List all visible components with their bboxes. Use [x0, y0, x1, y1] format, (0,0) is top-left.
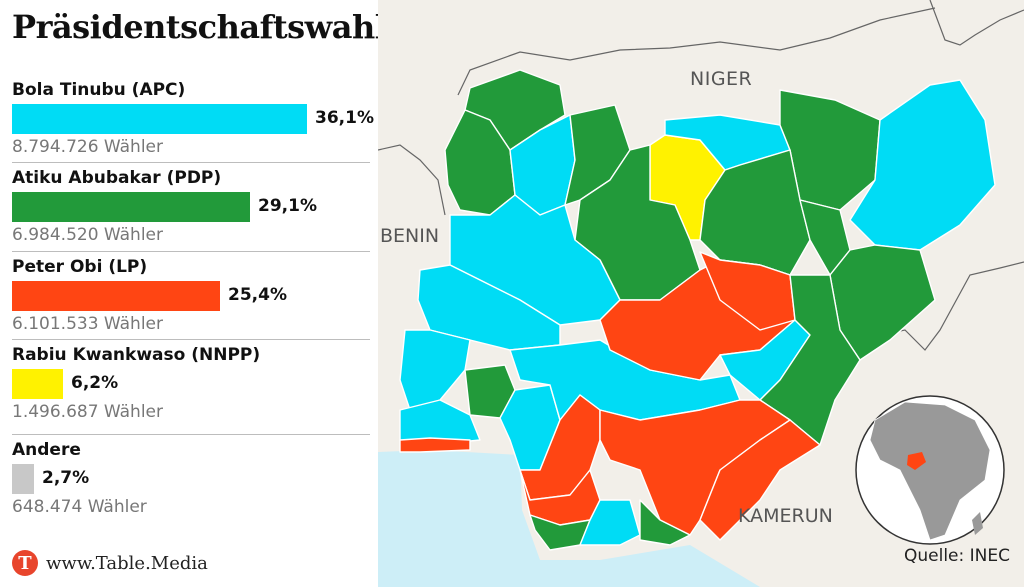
candidate-votes: 8.794.726 Wähler: [12, 137, 164, 157]
candidate-name: Peter Obi (LP): [12, 257, 148, 277]
legend-separator: [12, 434, 370, 435]
candidate-votes: 6.984.520 Wähler: [12, 225, 164, 245]
legend-separator: [12, 339, 370, 340]
candidate-bar: [12, 104, 307, 134]
candidate-bar: [12, 369, 63, 399]
candidate-bar: [12, 281, 220, 311]
table-media-logo: T: [12, 550, 38, 576]
candidate-percent: 25,4%: [228, 285, 287, 305]
label-kamerun: KAMERUN: [738, 505, 833, 527]
state-borno: [849, 79, 996, 251]
candidate-bar: [12, 464, 34, 494]
candidate-name: Andere: [12, 440, 81, 460]
source-note: Quelle: INEC: [904, 546, 1010, 566]
candidate-votes: 1.496.687 Wähler: [12, 402, 164, 422]
candidate-percent: 29,1%: [258, 196, 317, 216]
sea-area: [378, 450, 760, 587]
legend-separator: [12, 162, 370, 163]
candidate-votes: 648.474 Wähler: [12, 497, 147, 517]
state-cross-river: [699, 419, 821, 541]
brand-url[interactable]: www.Table.Media: [46, 552, 208, 574]
candidate-row: Rabiu Kwankwaso (NNPP) 6,2% 1.496.687 Wähl…: [12, 345, 370, 423]
candidate-bar-row: 2,7%: [12, 464, 370, 494]
candidate-name: Atiku Abubakar (PDP): [12, 168, 222, 188]
candidate-bar: [12, 192, 250, 222]
brand[interactable]: T www.Table.Media: [12, 550, 208, 576]
candidate-votes: 6.101.533 Wähler: [12, 314, 164, 334]
label-benin: BENIN: [380, 225, 439, 247]
nigeria-inset-marker: [907, 452, 926, 470]
candidate-percent: 36,1%: [315, 108, 374, 128]
state-lagos: [399, 437, 471, 453]
state-akwa-ibom: [639, 499, 691, 546]
candidate-name: Bola Tinubu (APC): [12, 80, 186, 100]
candidate-row: Bola Tinubu (APC) 36,1% 8.794.726 Wähler: [12, 80, 374, 158]
nigeria-election-map: NIGER BENIN KAMERUN: [378, 0, 1024, 587]
candidate-bar-row: 25,4%: [12, 281, 370, 311]
state-oyo: [399, 329, 471, 411]
state-rivers: [579, 499, 641, 546]
africa-inset: [855, 395, 1005, 545]
label-niger: NIGER: [690, 68, 752, 90]
candidate-percent: 2,7%: [42, 468, 90, 488]
candidate-name: Rabiu Kwankwaso (NNPP): [12, 345, 261, 365]
candidate-bar-row: 6,2%: [12, 369, 370, 399]
candidate-percent: 6,2%: [71, 373, 119, 393]
candidate-bar-row: 36,1%: [12, 104, 374, 134]
candidate-bar-row: 29,1%: [12, 192, 370, 222]
candidate-row: Atiku Abubakar (PDP) 29,1% 6.984.520 Wähle…: [12, 168, 370, 246]
candidate-row: Peter Obi (LP) 25,4% 6.101.533 Wähler: [12, 257, 370, 335]
candidate-row: Andere 2,7% 648.474 Wähler: [12, 440, 370, 518]
nigeria-states: [399, 69, 996, 551]
legend-separator: [12, 251, 370, 252]
